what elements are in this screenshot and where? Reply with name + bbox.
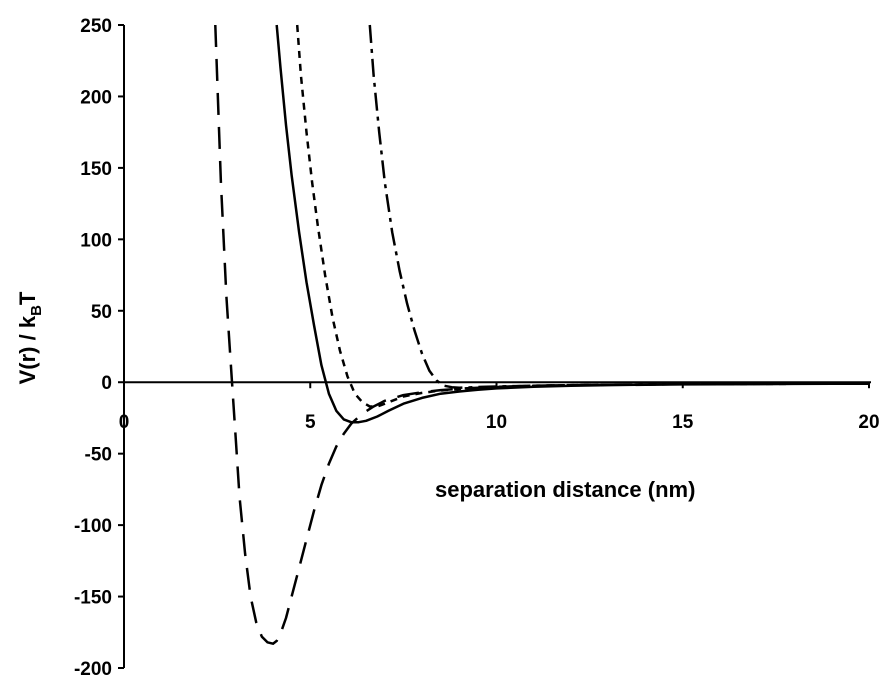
y-tick-label: 250	[80, 16, 112, 37]
series-line-short-dash	[295, 24, 869, 408]
ticks-layer	[118, 24, 870, 669]
series-line-long-dash	[214, 24, 869, 645]
y-tick-label: 50	[91, 302, 112, 323]
x-tick-label: 15	[672, 412, 694, 433]
x-axis-title: separation distance (nm)	[435, 477, 695, 502]
y-tick-label: -150	[74, 588, 112, 609]
y-tick-label: 200	[80, 87, 112, 108]
series-layer	[214, 24, 870, 645]
y-tick-label: 0	[101, 373, 112, 394]
x-tick-label: 5	[305, 412, 316, 433]
y-tick-label: -100	[74, 516, 112, 537]
y-tick-label: 100	[80, 230, 112, 251]
y-axis-title-prefix: V(r) / k	[15, 315, 40, 384]
series-line-solid	[275, 24, 870, 424]
y-axis-title: V(r) / kBT	[15, 291, 45, 384]
x-tick-label: 10	[486, 412, 507, 433]
y-tick-label: -200	[74, 659, 112, 680]
axes-layer	[123, 25, 871, 668]
y-axis-title-subscript: B	[28, 305, 45, 316]
y-tick-label: -50	[85, 445, 112, 466]
series-line-dash-dot	[368, 24, 869, 389]
labels-layer: 250 200 150 100 50 0 -50 -100 -150 -200 0 5 10 15 20	[74, 16, 880, 680]
y-tick-label: 150	[80, 159, 112, 180]
y-axis-title-suffix: T	[15, 291, 40, 305]
x-tick-label: 20	[858, 412, 879, 433]
x-tick-label: 0	[119, 412, 130, 433]
